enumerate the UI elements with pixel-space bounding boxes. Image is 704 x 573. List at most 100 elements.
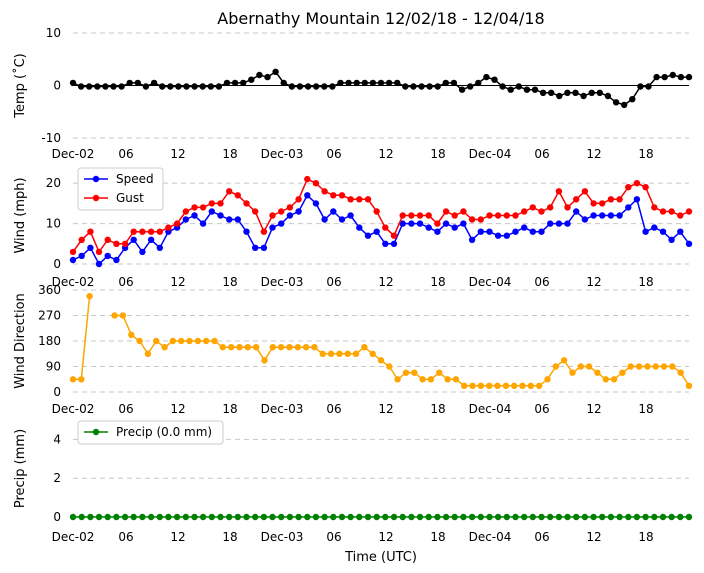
precip-data-point [87,513,94,521]
temp-data-point [118,83,125,90]
wind-data-point [191,204,198,211]
temp-xtick-label: 12 [586,147,601,161]
wind-data-point [356,224,363,231]
direction-data-point [377,357,385,364]
temp-data-point [596,89,603,97]
temp-data-point [588,89,595,97]
wind-data-point [139,248,146,256]
wind-data-point [390,232,398,239]
wind-data-point [573,196,580,203]
wind-data-point [477,216,484,223]
direction-data-point [302,344,310,351]
wind-data-point [269,212,276,219]
wind-data-point [486,212,493,219]
temp-data-point [669,71,676,79]
wind-data-point [399,212,406,219]
direction-data-point [494,382,501,389]
direction-data-point [361,344,368,351]
temp-data-point [507,86,514,93]
temp-ytick-label: -10 [41,131,61,145]
temp-data-point [442,79,449,87]
direction-data-point [511,382,518,389]
wind-data-point [460,208,467,215]
wind-data-point [486,228,493,235]
temp-xtick-label: 12 [378,147,393,161]
temp-data-point [313,83,320,90]
direction-data-point [386,363,393,370]
wind-data-point [668,236,675,243]
temp-data-point [345,79,352,87]
precip-data-point [451,513,458,521]
temp-data-point [369,79,377,87]
wind-data-point [616,212,623,219]
temp-data-point [191,83,198,90]
precip-data-point [165,513,172,521]
wind-xtick-label: Dec-03 [261,275,304,289]
wind-data-point [147,228,155,235]
temp-data-point [677,73,685,81]
direction-data-point [136,337,143,345]
precip-data-point [252,513,259,521]
direction-data-point [211,337,218,345]
direction-data-point [652,363,659,370]
wind-data-point [330,208,337,215]
temp-data-point [296,83,304,90]
wind-data-point [451,224,458,231]
direction-data-point [635,363,643,370]
direction-data-point [594,369,601,376]
direction-panel: 0 90 180 270 360 Wind Direction Dec-02 06 12 18 De… [13,283,693,416]
wind-data-point [677,228,684,235]
wind-data-point [321,188,328,195]
direction-data-point [469,382,476,389]
precip-data-point [356,513,363,521]
precip-data-point [147,513,155,521]
precip-data-point [581,513,589,521]
direction-data-point [119,312,127,319]
direction-data-point [153,337,160,345]
direction-data-point [644,363,651,370]
direction-data-point [69,376,77,383]
temp-xtick-label: Dec-02 [52,147,95,161]
wind-data-point [278,208,285,215]
precip-data-point [547,513,554,521]
precip-legend [77,420,224,445]
temp-y-axis-label: Temp (˚C) [12,53,28,119]
temp-data-point [523,86,531,93]
wind-data-point [104,236,111,243]
precip-data-point [156,513,163,521]
precip-data-point [538,513,545,521]
temp-data-point [434,83,441,90]
temp-data-point [240,79,247,87]
temp-data-point [150,79,158,87]
temp-data-point [272,68,279,76]
precip-data-point [651,513,658,521]
temp-data-point [426,83,433,90]
wind-data-point [477,228,484,235]
wind-data-point [434,228,441,235]
precip-data-point [408,513,415,521]
precip-xtick-label: 06 [118,530,133,544]
wind-xtick-label: 06 [534,275,549,289]
precip-xtick-label: 18 [430,530,445,544]
temp-data-point [531,86,539,93]
precip-data-point [226,513,233,521]
direction-data-point [685,382,693,389]
wind-data-point [625,204,632,211]
wind-data-point [217,212,224,219]
wind-data-point [642,184,649,191]
precip-data-point [599,513,606,521]
wind-data-point [234,216,241,223]
temp-data-point [102,83,109,90]
precip-data-point [625,513,632,521]
wind-data-point [451,212,458,219]
wind-data-point [581,188,589,195]
wind-data-point [208,200,215,207]
temp-xtick-label: 06 [534,147,549,161]
precip-data-point [642,513,649,521]
precip-data-point [364,513,372,521]
direction-data-point [128,331,135,338]
precip-data-point [269,513,276,521]
precip-data-point [69,513,77,521]
wind-data-point [538,228,545,235]
wind-data-point [217,200,224,207]
